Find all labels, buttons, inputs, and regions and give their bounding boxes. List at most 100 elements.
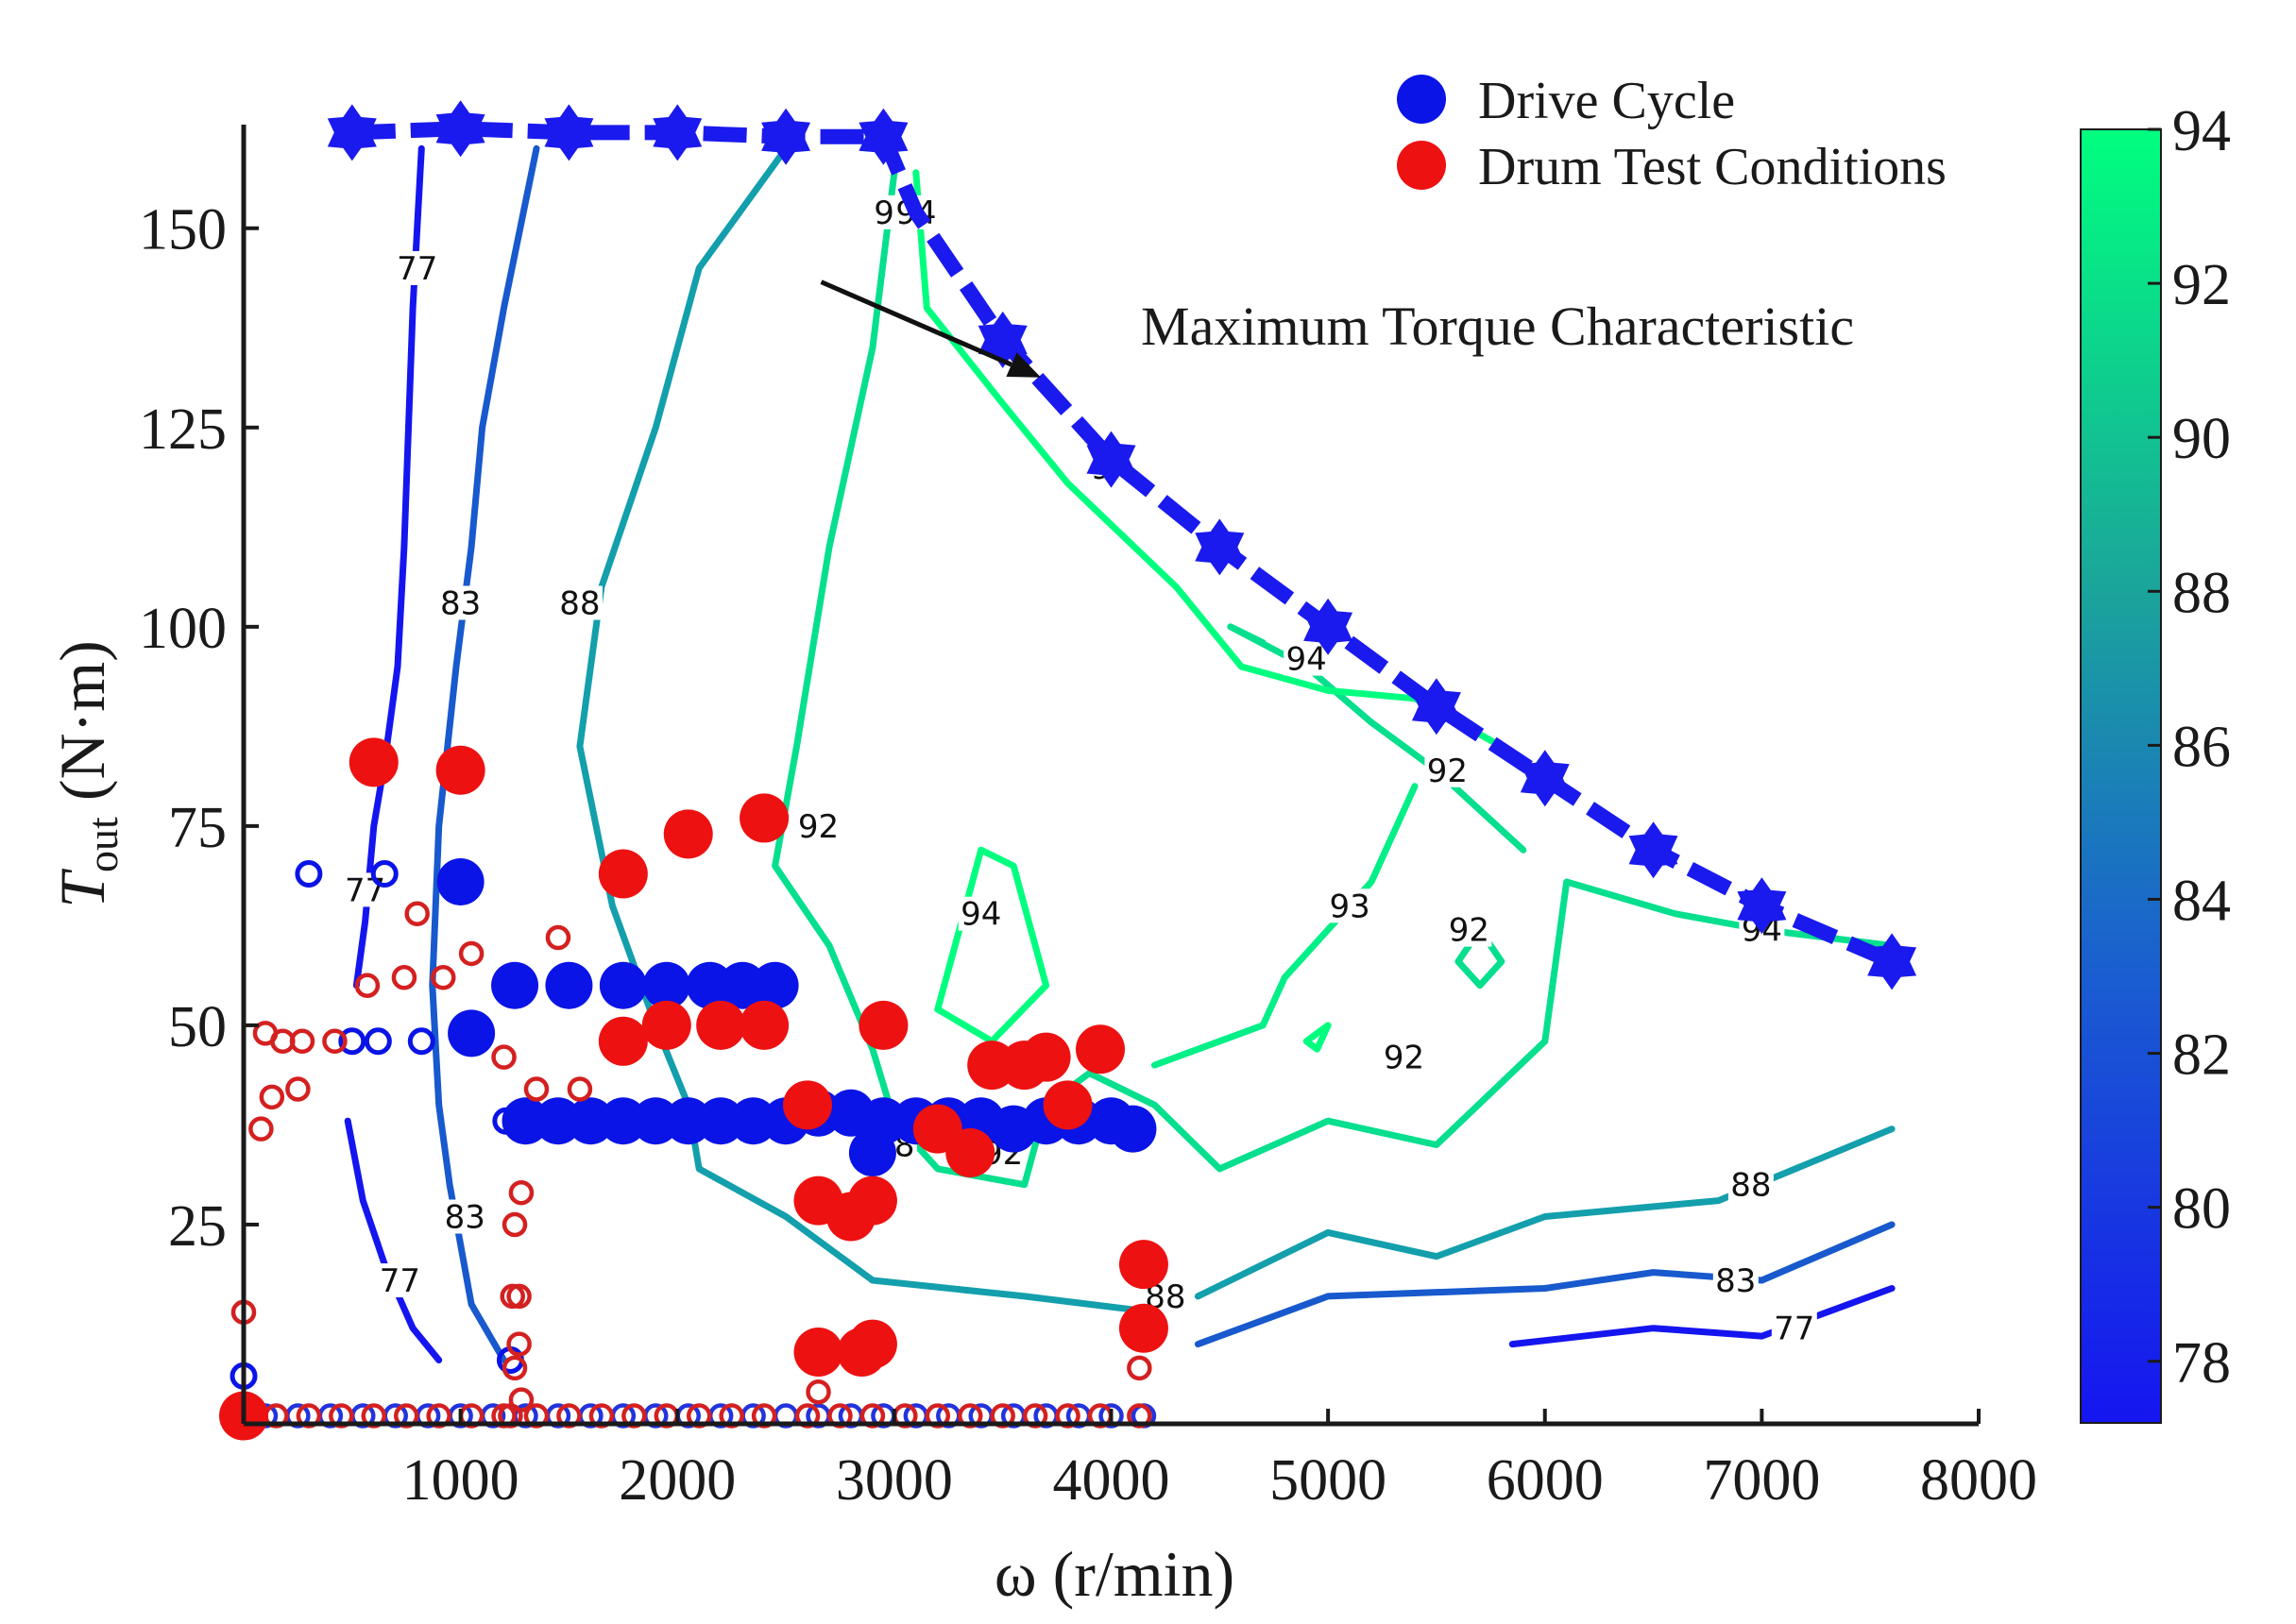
drive-large-marker-2 xyxy=(599,961,647,1009)
drum-small-marker-19 xyxy=(259,1084,285,1110)
drive-large-marker-28 xyxy=(448,1009,496,1057)
legend-label-drive-cycle: Drive Cycle xyxy=(1478,72,1735,130)
contour-label-text: 83 xyxy=(445,1199,485,1237)
drum-small-marker-27 xyxy=(1127,1403,1152,1429)
drum-large-marker-23 xyxy=(847,1319,897,1369)
max-torque-marker-3 xyxy=(653,104,703,161)
drive-large-marker-27 xyxy=(848,1128,896,1176)
max-torque-marker-12 xyxy=(1628,821,1678,879)
drum-small-marker-4 xyxy=(404,901,430,926)
max-torque-marker-0 xyxy=(327,104,377,161)
colorbar-tick-label-3: 84 xyxy=(2172,869,2231,933)
drum-large-marker-1 xyxy=(435,745,485,795)
colorbar-tick-label-6: 90 xyxy=(2172,407,2231,471)
contour-label-77-0: 77 xyxy=(394,250,440,288)
drum-small-marker-42 xyxy=(393,1403,419,1429)
contour-label-88-3: 88 xyxy=(1727,1167,1774,1205)
legend-label-drum-test: Drum Test Conditions xyxy=(1478,138,1947,196)
drum-small-marker-3 xyxy=(458,940,485,967)
y-axis-title-main: T xyxy=(46,869,118,908)
max-torque-marker-7 xyxy=(1086,431,1136,488)
drum-large-marker-21 xyxy=(793,1328,843,1378)
drive-small-marker-4 xyxy=(407,1027,435,1056)
x-tick-label-3: 4000 xyxy=(1053,1448,1170,1513)
contour-label-text: 94 xyxy=(961,896,1001,934)
drum-small-marker-33 xyxy=(957,1403,983,1429)
y-axis-title: Tout (N·m) xyxy=(46,640,127,908)
drum-large-marker-9 xyxy=(783,1080,833,1130)
contour-label-bg xyxy=(1771,1311,1817,1345)
drum-small-marker-46 xyxy=(523,1403,550,1429)
drive-large-marker-29 xyxy=(436,857,485,905)
contour-label-text: 93 xyxy=(1329,888,1369,925)
drum-small-marker-53 xyxy=(751,1403,777,1429)
contour-label-text: 92 xyxy=(1427,753,1468,790)
contour-label-bg xyxy=(556,585,603,620)
drive-large-marker-26 xyxy=(1109,1105,1157,1153)
drive-large-marker-7 xyxy=(502,1097,550,1145)
drum-small-marker-0 xyxy=(354,973,381,998)
drive-large-marker-4 xyxy=(686,961,734,1009)
drum-small-marker-1 xyxy=(391,965,417,990)
contour-label-77-3: 77 xyxy=(1771,1311,1817,1348)
max-torque-marker-10 xyxy=(1412,678,1461,736)
drum-small-marker-35 xyxy=(1022,1403,1048,1429)
drum-large-marker-6 xyxy=(641,1000,691,1050)
contour-label-bg xyxy=(437,585,484,620)
drum-small-marker-14 xyxy=(502,1355,528,1381)
max-torque-marker-8 xyxy=(1195,518,1245,576)
x-tick-label-0: 1000 xyxy=(402,1448,519,1513)
drive-large-marker-12 xyxy=(664,1097,712,1145)
drum-small-marker-7 xyxy=(523,1076,550,1102)
drum-small-marker-6 xyxy=(545,924,571,951)
drum-small-marker-39 xyxy=(296,1403,322,1429)
y-axis-title-unit: (N·m) xyxy=(46,640,118,817)
contour-label-77-2: 77 xyxy=(377,1262,423,1300)
drum-small-marker-18 xyxy=(248,1116,274,1142)
drum-large-marker-5 xyxy=(598,1016,648,1066)
drum-large-marker-12 xyxy=(945,1127,995,1177)
drum-large-marker-8 xyxy=(740,1000,790,1050)
max-torque-marker-11 xyxy=(1520,750,1570,807)
drum-large-marker-15 xyxy=(1021,1032,1071,1082)
drum-small-marker-20 xyxy=(285,1076,311,1102)
drum-small-marker-13 xyxy=(506,1331,532,1357)
contour-label-bg xyxy=(1712,1263,1759,1298)
drum-small-marker-40 xyxy=(329,1403,354,1429)
y-tick-label-2: 75 xyxy=(168,796,227,860)
legend-swatch-drum-test xyxy=(1397,141,1446,190)
contour-83-line-1 xyxy=(1194,1221,1896,1348)
drive-large-marker-0 xyxy=(491,961,539,1009)
contour-label-bg xyxy=(1284,641,1330,676)
colorbar-tick-label-2: 82 xyxy=(2172,1023,2231,1088)
contour-label-83-2: 83 xyxy=(1712,1262,1759,1300)
drive-small-marker-3 xyxy=(364,1027,392,1056)
drive-large-marker-9 xyxy=(567,1097,615,1145)
drum-small-marker-8 xyxy=(567,1076,593,1102)
drive-large-marker-11 xyxy=(632,1097,680,1145)
y-tick-label-0: 25 xyxy=(168,1194,227,1259)
drum-small-marker-51 xyxy=(686,1403,712,1429)
colorbar-ticks: 78 80 82 84 86 88 90 92 94 xyxy=(2148,99,2231,1396)
drive-large-marker-1 xyxy=(545,961,593,1009)
max-torque-marker-14 xyxy=(1867,933,1917,990)
contour-label-92-5: 92 xyxy=(1446,912,1492,950)
drive-large-marker-13 xyxy=(697,1097,745,1145)
drive-large-marker-10 xyxy=(599,1097,647,1145)
contour-label-text: 77 xyxy=(380,1262,420,1300)
contour-label-text: 88 xyxy=(559,585,600,623)
drum-large-marker-3 xyxy=(663,809,713,859)
contour-label-text: 92 xyxy=(798,808,839,846)
contour-label-77-1: 77 xyxy=(342,871,388,909)
contour-label-83-1: 83 xyxy=(442,1199,488,1237)
contour-label-92-1: 92 xyxy=(795,808,842,846)
x-tick-label-4: 5000 xyxy=(1269,1448,1386,1513)
drum-large-marker-20 xyxy=(847,1176,897,1226)
contour-label-bg xyxy=(958,896,1004,931)
axes: 1000 2000 3000 4000 5000 6000 7000 8000 25 50 75 1… xyxy=(139,125,2037,1513)
drum-small-marker-47 xyxy=(556,1403,582,1429)
max-torque-marker-2 xyxy=(544,104,594,161)
drum-small-marker-41 xyxy=(361,1403,387,1429)
contour-label-bg xyxy=(342,872,388,907)
drum-large-marker-7 xyxy=(696,1000,746,1050)
